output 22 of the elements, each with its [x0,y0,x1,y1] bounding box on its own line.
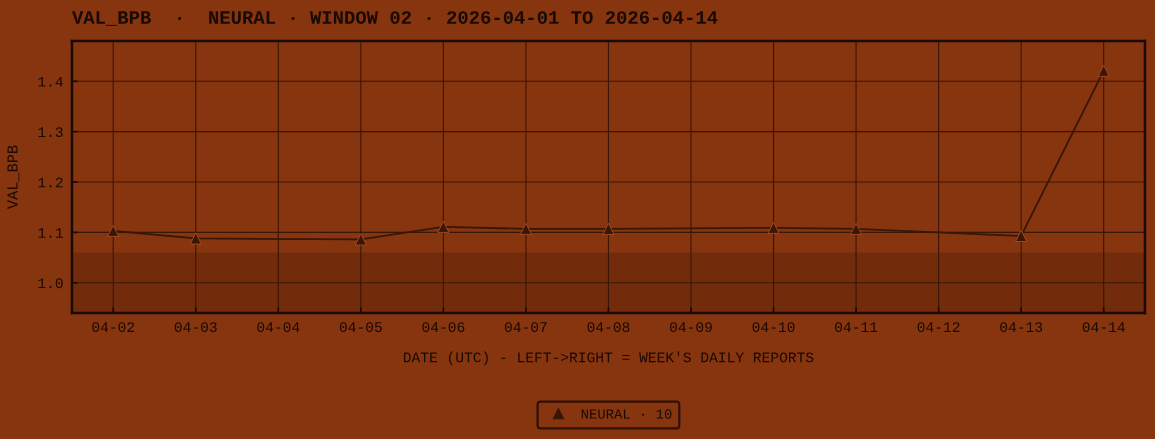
x-tick-label: 04-06 [422,322,465,333]
legend-label: NEURAL · 10 [581,409,672,419]
y-tick-label: 1.0 [38,278,63,289]
y-tick-label: 1.4 [38,76,63,87]
y-tick-label: 1.1 [38,228,63,238]
x-tick-label: 04-02 [92,322,135,333]
chart-title: VAL_BPB · NEURAL · WINDOW 02 · 2026-04-01 TO 2026-04-14 [71,11,718,26]
x-tick-label: 04-05 [339,322,382,333]
x-tick-label: 04-14 [1082,322,1125,333]
x-axis-title: DATE (UTC) - LEFT->RIGHT = WEEK'S DAILY REPORTS [403,351,814,366]
x-tick-label: 04-04 [257,322,300,333]
y-tick-label: 1.3 [38,127,63,138]
x-tick-label: 04-08 [587,322,630,333]
y-axis-title: VAL_BPB [7,145,20,210]
x-tick-label: 04-13 [1000,322,1043,333]
x-tick-label: 04-11 [835,322,878,333]
x-tick-label: 04-12 [917,322,960,333]
x-tick-label: 04-10 [752,322,795,333]
y-tick-label: 1.2 [38,177,63,188]
x-tick-label: 04-03 [174,322,217,333]
x-tick-label: 04-09 [670,322,712,333]
x-tick-label: 04-07 [504,322,547,333]
